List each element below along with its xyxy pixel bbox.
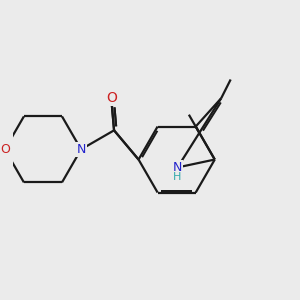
Text: O: O (106, 91, 117, 105)
Text: H: H (173, 172, 182, 182)
Text: N: N (173, 161, 182, 174)
Text: N: N (76, 143, 86, 156)
Text: O: O (0, 143, 10, 156)
